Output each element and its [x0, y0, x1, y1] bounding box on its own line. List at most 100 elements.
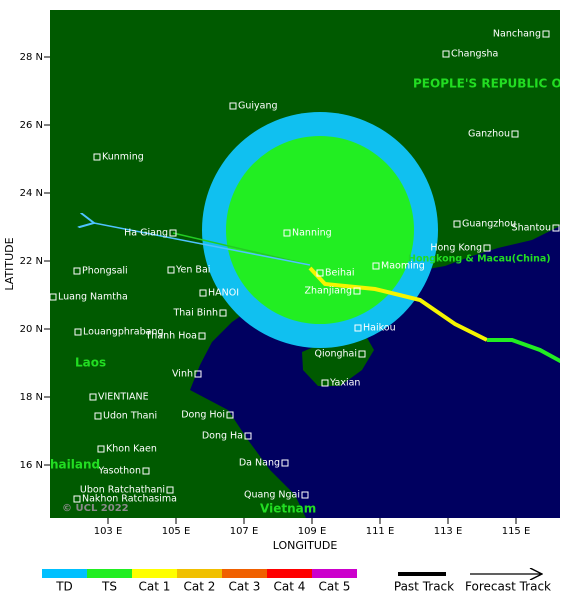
city-marker — [281, 459, 289, 467]
city-marker — [142, 467, 150, 475]
lat-tick-label: 28 N — [20, 52, 43, 63]
city-label: Guiyang — [238, 101, 278, 112]
lon-tick-label: 111 E — [366, 526, 395, 537]
city-marker — [354, 324, 362, 332]
lon-tick-label: 109 E — [298, 526, 327, 537]
city-label: Changsha — [451, 49, 498, 60]
city-label: Hong Kong — [430, 243, 482, 254]
city-label: Nakhon Ratchasima — [82, 494, 177, 505]
city-marker — [552, 224, 560, 232]
city-marker — [542, 30, 550, 38]
city-marker — [219, 309, 227, 317]
city-marker — [453, 220, 461, 228]
city-label: Zhanjiang — [304, 286, 352, 297]
city-label: Yen Bai — [175, 265, 210, 276]
city-label: Ganzhou — [468, 129, 510, 140]
city-marker — [372, 262, 380, 270]
y-axis-title: LATITUDE — [3, 237, 16, 290]
city-marker — [169, 229, 177, 237]
city-marker — [353, 287, 361, 295]
city-label: Thanh Hoa — [145, 331, 198, 342]
forecast-arrow — [94, 223, 311, 266]
city-marker — [229, 102, 237, 110]
legend-label: Forecast Track — [465, 580, 551, 594]
lon-tick-label: 113 E — [434, 526, 463, 537]
hainan — [302, 336, 374, 386]
region-label: Laos — [75, 356, 106, 370]
legend-swatch — [312, 569, 357, 578]
city-label: Louangphrabang — [83, 327, 164, 338]
city-marker — [199, 289, 207, 297]
city-label: VIENTIANE — [98, 392, 149, 403]
lat-tick-label: 26 N — [20, 120, 43, 131]
city-label: Nanning — [292, 228, 332, 239]
city-label: Vinh — [172, 369, 193, 380]
city-marker — [198, 332, 206, 340]
legend-swatch — [42, 569, 87, 578]
forecast-line — [172, 232, 311, 266]
city-marker — [50, 293, 57, 301]
lat-tick-label: 24 N — [20, 188, 43, 199]
city-marker — [89, 393, 97, 401]
legend-label: Cat 4 — [274, 580, 306, 594]
city-label: Haikou — [363, 323, 396, 334]
x-axis-title: LONGITUDE — [273, 539, 338, 552]
region-label: Hongkong & Macau(China) — [408, 254, 551, 265]
lon-tick-label: 107 E — [230, 526, 259, 537]
city-label: Quang Ngai — [244, 490, 300, 501]
region-label: hailand — [50, 458, 100, 472]
legend-label: Cat 1 — [139, 580, 171, 594]
cities: Nanchang Changsha Guiyang Ganzhou Kunming Gua… — [50, 29, 560, 505]
city-label: Maoming — [381, 261, 425, 272]
lat-tick-label: 20 N — [20, 324, 43, 335]
city-label: Dong Hoi — [181, 410, 225, 421]
lon-tick-label: 103 E — [94, 526, 123, 537]
city-marker — [73, 495, 81, 503]
region-label: PEOPLE'S REPUBLIC O — [413, 77, 562, 91]
legend-label: Cat 2 — [184, 580, 216, 594]
city-marker — [358, 350, 366, 358]
city-marker — [511, 130, 519, 138]
city-marker — [321, 379, 329, 387]
city-marker — [226, 411, 234, 419]
city-label: Luang Namtha — [58, 292, 128, 303]
legend-label: Cat 3 — [229, 580, 261, 594]
city-marker — [97, 445, 105, 453]
city-label: HANOI — [208, 288, 239, 299]
city-label: Udon Thani — [103, 411, 157, 422]
legend-label: Past Track — [394, 580, 454, 594]
lat-tick-label: 22 N — [20, 256, 43, 267]
city-label: Phongsali — [82, 266, 128, 277]
city-label: Yasothon — [97, 466, 141, 477]
past-track-ts — [487, 338, 560, 364]
city-label: Qionghai — [315, 349, 357, 360]
lat-tick-label: 18 N — [20, 392, 43, 403]
city-marker — [93, 153, 101, 161]
city-marker — [316, 269, 324, 277]
lon-tick-label: 115 E — [502, 526, 531, 537]
legend-swatch — [267, 569, 312, 578]
lon-tick-label: 105 E — [162, 526, 191, 537]
city-marker — [166, 486, 174, 494]
wind-radius-inner — [226, 136, 414, 324]
legend-swatch — [177, 569, 222, 578]
legend-swatch — [87, 569, 132, 578]
city-marker — [94, 412, 102, 420]
city-label: Ha Giang — [124, 228, 168, 239]
city-marker — [244, 432, 252, 440]
past-track-cat1 — [308, 266, 488, 342]
city-marker — [74, 328, 82, 336]
city-label: Dong Ha — [202, 431, 243, 442]
city-label: Thai Binh — [172, 308, 218, 319]
legend-label: TS — [101, 580, 117, 594]
city-marker — [283, 229, 291, 237]
city-marker — [167, 266, 175, 274]
city-marker — [73, 267, 81, 275]
city-label: Nanchang — [493, 29, 541, 40]
city-marker — [194, 370, 202, 378]
city-marker — [442, 50, 450, 58]
city-marker — [483, 244, 491, 252]
city-label: Beihai — [325, 268, 354, 279]
city-label: Khon Kaen — [106, 444, 157, 455]
